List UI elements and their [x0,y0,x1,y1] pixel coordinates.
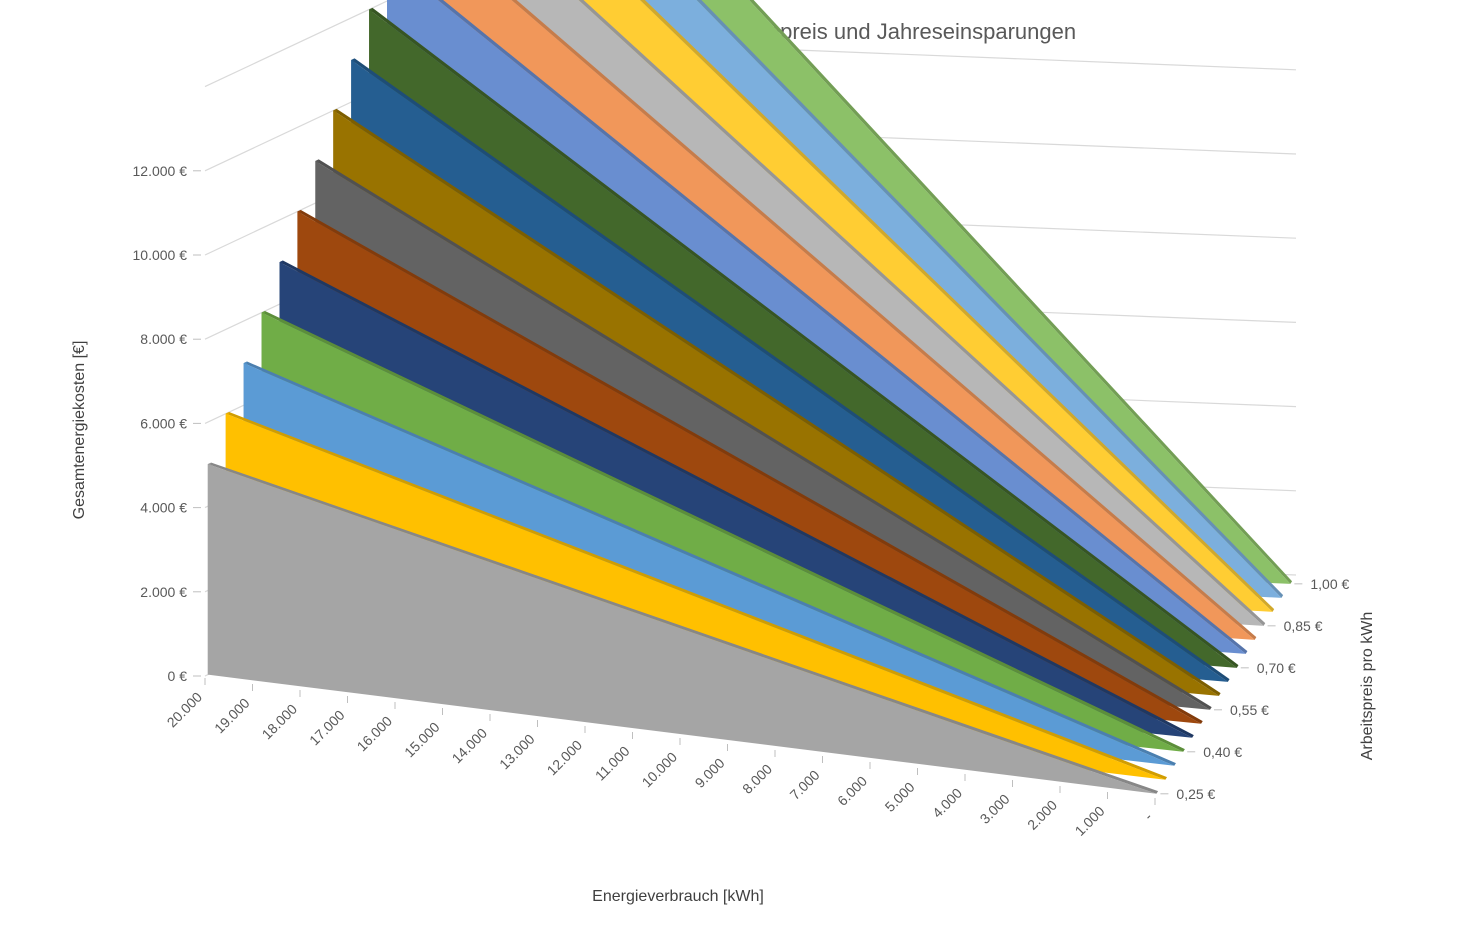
y-tick-label: 4.000 € [140,500,187,516]
x-tick-label: 1.000 [1072,803,1108,839]
x-tick-label: 15.000 [401,719,443,761]
series-area-ribbons [207,0,1293,794]
z-tick-label: 0,55 € [1230,702,1269,718]
x-tick-label: 6.000 [834,773,870,809]
x-tick-label: 19.000 [211,695,253,737]
z-axis-ticks: 0,25 € 0,40 € 0,55 € 0,70 € 0,85 € 1,00 € [1160,576,1349,802]
y-tick-label: 0 € [168,668,188,684]
x-tick-label: 14.000 [449,725,491,767]
gridline [204,0,391,88]
x-tick-label: 11.000 [592,743,633,784]
x-tick-label: - [1141,809,1156,824]
series-top-edge [261,311,1185,752]
y-tick-label: 8.000 € [140,331,187,347]
y-tick-label: 10.000 € [133,247,188,263]
series-top-edge [297,209,1203,724]
series-top-edge [511,0,1257,640]
z-tick-label: 0,70 € [1257,660,1296,676]
series-area-0,25 € [207,464,1157,794]
x-tick-label: 9.000 [692,755,728,791]
series-top-edge [437,0,1248,654]
series-top-edge [279,260,1194,738]
x-tick-label: 2.000 [1024,797,1060,833]
x-tick-label: 8.000 [739,761,775,797]
y-tick-label: 2.000 € [140,584,187,600]
series-top-edge [315,159,1212,710]
series-top-edge [578,0,1266,626]
y-tick-label: 12.000 € [133,163,188,179]
x-tick-label: 5.000 [882,779,918,815]
x-tick-label: 13.000 [496,731,538,773]
x-axis-title: Energieverbrauch [kWh] [592,888,764,905]
series-top-edge [333,108,1221,696]
z-tick-label: 1,00 € [1310,576,1349,592]
x-tick-label: 10.000 [639,749,681,791]
z-tick-label: 0,85 € [1284,618,1323,634]
x-tick-label: 4.000 [929,785,965,821]
x-tick-label: 20.000 [164,689,206,731]
series-top-edge [748,0,1293,584]
x-tick-label: 17.000 [306,707,348,749]
z-tick-label: 0,40 € [1203,744,1242,760]
series-top-edge [243,361,1176,766]
series-top-edge [639,0,1275,612]
y-axis-title: Gesamtenergiekosten [€] [71,341,88,520]
series-top-edge [207,462,1159,794]
series-top-edge [696,0,1284,598]
x-tick-label: 18.000 [259,701,301,743]
x-tick-label: 7.000 [787,767,823,803]
y-axis-ticks: 0 € 2.000 € 4.000 € 6.000 € 8.000 € 10.000 € 1… [133,163,201,684]
x-tick-label: 3.000 [977,791,1013,827]
series-top-edge [351,58,1230,682]
z-axis-title: Arbeitspreis pro kWh [1359,612,1376,761]
y-tick-label: 6.000 € [140,415,187,431]
series-top-edge [369,7,1239,668]
x-tick-label: 16.000 [354,713,396,755]
series-top-edge [225,412,1168,780]
z-tick-label: 0,25 € [1176,786,1215,802]
x-tick-label: 12.000 [544,737,586,779]
